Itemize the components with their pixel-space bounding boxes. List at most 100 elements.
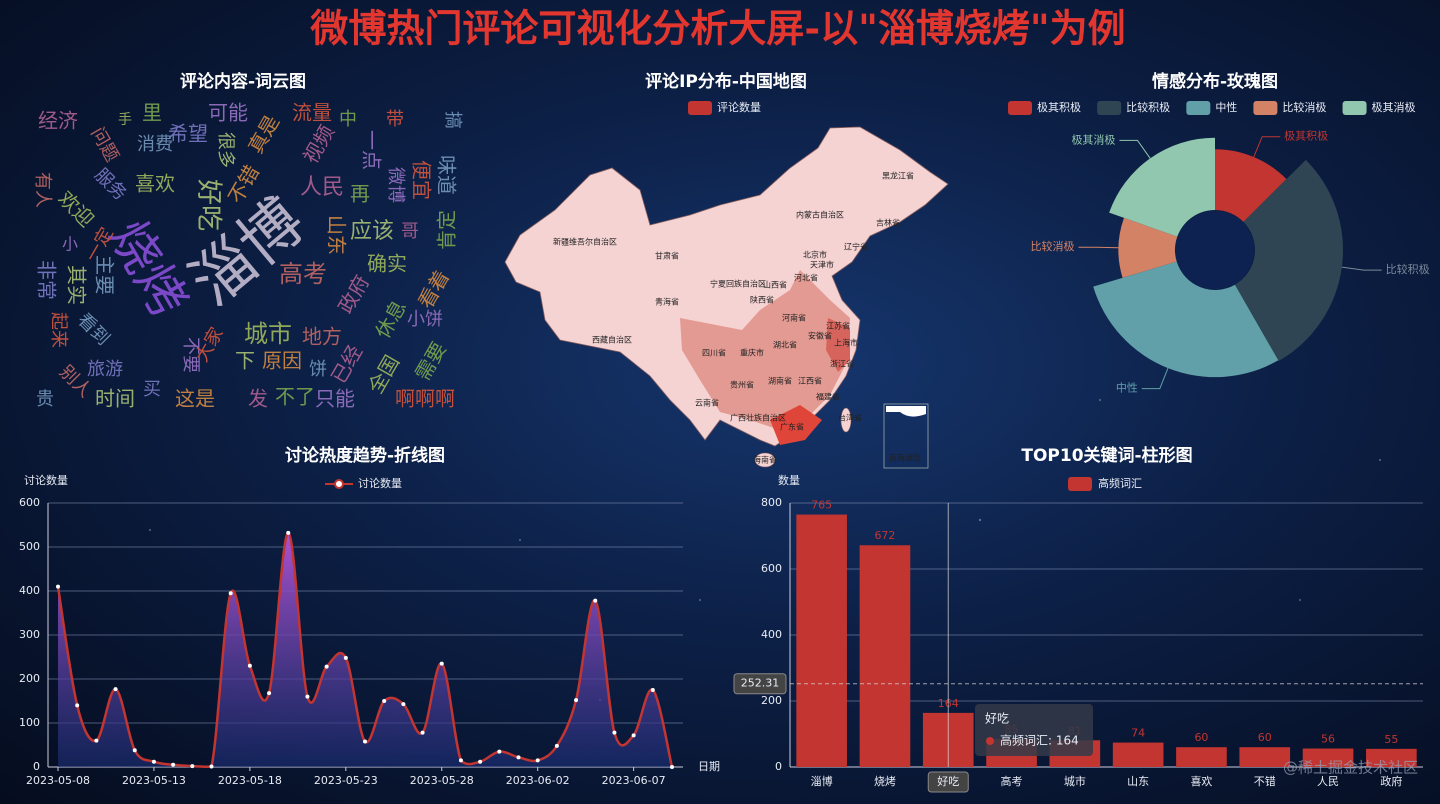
region-label: 湖南省	[768, 376, 792, 386]
line-area	[58, 532, 672, 767]
x-tick-label: 2023-06-02	[506, 774, 570, 787]
word: 大家	[191, 324, 227, 366]
rose-slice	[1118, 217, 1178, 278]
word: 手	[118, 112, 132, 128]
chart-title: 评论内容-词云图	[180, 71, 306, 92]
line-point	[670, 765, 674, 769]
word: 不了	[275, 385, 315, 409]
legend-label: 比较积极	[1126, 100, 1170, 114]
bar	[1366, 748, 1417, 767]
china-map	[504, 126, 949, 469]
y-tick-label: 400	[19, 584, 40, 597]
value-label: 60	[1194, 731, 1208, 744]
legend-label: 讨论数量	[358, 476, 402, 490]
line-point	[75, 703, 80, 708]
word: 微博	[385, 167, 406, 203]
line-point	[286, 530, 291, 535]
word: 服务	[90, 164, 130, 204]
x-tick-label: 2023-06-07	[602, 774, 666, 787]
line-point	[612, 730, 617, 735]
word: 小饼	[407, 309, 443, 330]
word: 城市	[244, 320, 292, 348]
word: 发	[248, 387, 268, 411]
region-label: 上海市	[834, 338, 858, 348]
word: 高考	[279, 260, 327, 288]
word: 贵	[36, 389, 54, 410]
word: 不要	[180, 337, 201, 373]
map-region-darker	[826, 318, 850, 372]
legend-swatch	[688, 101, 712, 115]
x-tick-label: 2023-05-23	[314, 774, 378, 787]
word: 主要	[93, 255, 117, 295]
word: 经济	[38, 109, 78, 133]
taiwan	[840, 407, 852, 433]
watermark: @稀土掘金技术社区	[1283, 759, 1418, 777]
line-point	[574, 698, 579, 703]
legend-label: 高频词汇	[1098, 476, 1142, 490]
line-point	[94, 738, 99, 743]
pointer-value-label: 252.31	[741, 677, 780, 690]
leader-line	[1141, 367, 1169, 390]
region-label: 四川省	[702, 348, 726, 358]
region-label: 宁夏回族自治区	[710, 279, 766, 289]
value-label: 74	[1131, 727, 1145, 740]
line-point	[151, 759, 156, 764]
word: 肯定	[435, 210, 459, 250]
value-label: 765	[811, 499, 832, 512]
x-tick-label: 2023-05-13	[122, 774, 186, 787]
leader-line	[1253, 136, 1281, 158]
y-tick-label: 500	[19, 540, 40, 553]
x-tick-label: 人民	[1317, 775, 1339, 788]
slice-label: 极其消极	[1071, 132, 1115, 146]
south-sea-inset	[883, 403, 929, 469]
rose-slice	[1109, 137, 1215, 237]
legend-swatch	[1342, 101, 1367, 115]
value-label: 672	[874, 529, 895, 542]
region-label: 天津市	[810, 260, 834, 270]
x-tick-label: 2023-05-08	[26, 774, 90, 787]
region-label: 安徽省	[808, 331, 832, 341]
x-tick-label: 喜欢	[1190, 774, 1212, 788]
region-label: 辽宁省	[844, 242, 868, 252]
page-title: 微博热门评论可视化分析大屏-以"淄博烧烤"为例	[309, 6, 1125, 51]
word: 看着	[413, 266, 454, 313]
y-tick-label: 300	[19, 628, 40, 641]
hainan	[754, 452, 776, 468]
y-tick-label: 0	[775, 760, 782, 773]
line-point	[535, 758, 540, 763]
map-region-darkest	[770, 405, 822, 445]
region-label: 内蒙古自治区	[796, 210, 844, 220]
word: 中	[339, 109, 357, 130]
word: 旅游	[87, 359, 123, 380]
word: 搞	[442, 111, 463, 129]
word: 小	[62, 235, 78, 254]
value-label: 55	[1384, 733, 1398, 746]
region-label: 甘肃省	[655, 251, 679, 261]
line-point	[458, 758, 463, 763]
word: 政府	[333, 271, 374, 318]
tooltip-dot	[986, 737, 994, 745]
leader-line	[1341, 266, 1382, 271]
word: 很多	[215, 132, 236, 168]
region-label: 重庆市	[740, 348, 764, 358]
region-label: 广西壮族自治区	[730, 413, 786, 423]
y-tick-label: 200	[19, 672, 40, 685]
word: 便宜	[410, 160, 434, 200]
x-tick-label: 淄博	[811, 775, 833, 788]
line-point	[439, 661, 444, 666]
word: 需要	[410, 338, 451, 385]
x-tick-label: 城市	[1064, 774, 1086, 788]
legend-swatch	[1186, 101, 1211, 115]
word: 问题	[86, 124, 122, 166]
value-label: 56	[1321, 733, 1335, 746]
slice-label: 比较消极	[1030, 239, 1074, 253]
line-point	[382, 699, 387, 703]
legend-dot	[334, 479, 344, 489]
word: 再	[350, 182, 370, 206]
leader-line	[1078, 246, 1119, 249]
word: 非常	[35, 260, 59, 300]
word: 好吃	[194, 179, 224, 231]
word: 休息	[370, 296, 411, 343]
rose-slice	[1093, 261, 1279, 378]
